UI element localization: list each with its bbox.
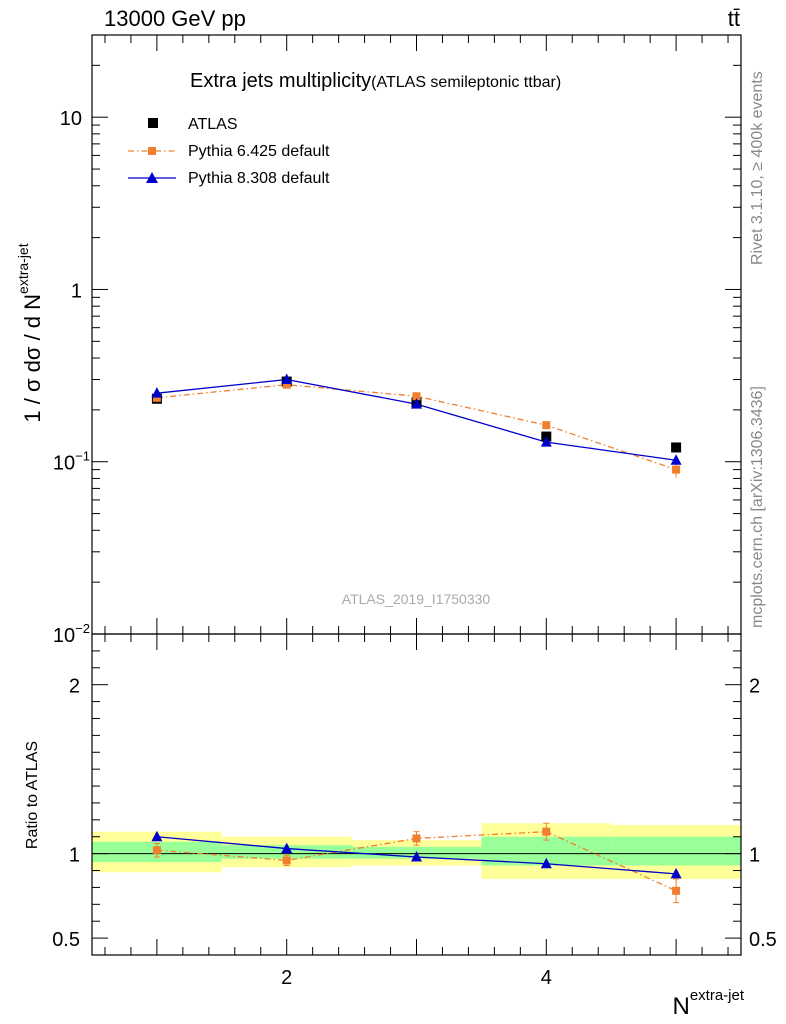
legend-label-pythia6: Pythia 6.425 default [188,143,330,160]
atlas-point [671,442,682,453]
main-ytick-label: 10−1 [53,449,90,475]
pythia6-point [542,421,551,430]
legend-label-atlas: ATLAS [188,116,238,133]
ratio-pythia8-point [670,867,682,879]
ratio-panel: 2 2 1 1 0.5 0.5 2 4 [52,633,777,989]
ratio-pythia6-point [672,886,681,895]
legend-label-pythia8: Pythia 8.308 default [188,170,330,187]
plot-title: Extra jets multiplicity(ATLAS semilepton… [190,70,561,92]
ratio-ytick-label-right: 2 [749,676,760,698]
main-ytick-label-base: 10 [53,453,75,475]
ratio-band-inner [611,836,741,866]
xlabel-sup: extra-jet [690,987,745,1004]
rivet-label: Rivet 3.1.10, ≥ 400k events [749,71,766,265]
main-ytick-label-sup: −2 [75,621,90,636]
ratio-pythia8-point [540,857,552,869]
legend: ATLAS Pythia 6.425 default Pythia 8.308 … [128,116,330,187]
ratio-pythia8-point [151,830,163,842]
energy-label: 13000 GeV pp [104,6,246,31]
process-label: tt̄ [728,6,740,31]
main-ytick-label: 10−2 [53,621,90,647]
pythia6-point [672,465,681,474]
xlabel-base: N [672,993,689,1020]
pythia6-point [412,392,421,401]
ratio-pythia6-point [412,834,421,843]
ratio-xtick-label: 2 [281,967,292,989]
ratio-ytick-label-left: 0.5 [52,929,80,951]
ratio-pythia6-point [282,856,291,865]
ratio-pythia6-point [542,827,551,836]
pythia8-point [670,454,682,465]
plot-subtitle: (ATLAS semileptonic ttbar) [371,74,561,91]
ratio-ytick-label-left: 2 [69,676,80,698]
legend-marker-pythia8 [146,172,158,183]
ratio-ylabel: Ratio to ATLAS [24,741,41,849]
ratio-pythia8-point [281,842,293,854]
xlabel: Nextra-jet [672,987,744,1020]
main-ytick-label: 1 [71,280,82,302]
pythia6-point [282,380,291,389]
mcplots-label: mcplots.cern.ch [arXiv:1306.3436] [749,386,766,628]
pythia8-point [540,436,552,447]
ratio-xtick-label: 4 [541,967,552,989]
pythia8-point [411,398,422,409]
pythia6-point [152,393,161,402]
pythia8-line [156,378,677,461]
ratio-ytick-label-left: 1 [69,845,80,867]
pythia8-point [281,373,293,385]
analysis-watermark: ATLAS_2019_I1750330 [342,591,491,607]
ratio-pythia8-point [411,851,422,862]
ratio-pythia6-point [152,846,161,855]
ratio-ytick-label-right: 0.5 [749,929,777,951]
pythia8-point [151,387,163,398]
main-ylabel-sup: extra-jet [15,243,31,294]
main-ylabel: 1 / σ dσ / d Nextra-jet [15,243,45,422]
plot-title-main: Extra jets multiplicity [190,70,371,92]
legend-marker-pythia6 [148,147,156,155]
main-ytick-label: 10 [60,108,82,130]
main-ylabel-base: 1 / σ dσ / d N [20,294,45,423]
ratio-frame [91,633,742,956]
ratio-ytick-label-right: 1 [749,845,760,867]
main-ytick-label-sup: −1 [75,449,90,464]
main-ytick-label-base: 10 [53,625,75,647]
legend-marker-atlas [148,118,158,128]
